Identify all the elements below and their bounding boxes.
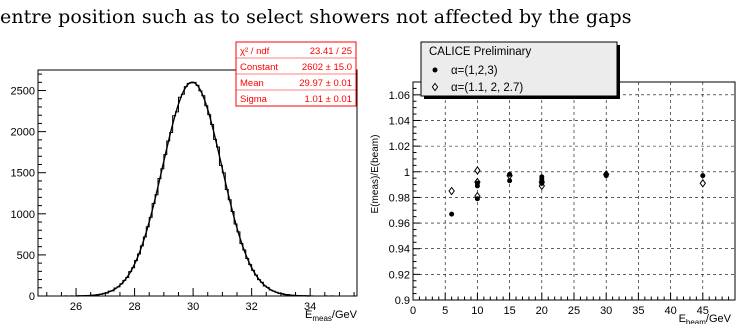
plot-frame [37, 69, 358, 297]
y-tick-label: 500 [17, 250, 35, 262]
caption-text-line: entre position such as to select showers… [0, 6, 632, 28]
x-tick-label: 25 [568, 305, 580, 317]
x-tick-label: 28 [128, 301, 140, 313]
data-point-filled-circle [507, 171, 513, 177]
stats-value: 23.41 / 25 [310, 46, 352, 57]
x-tick-label: 34 [304, 301, 316, 313]
stats-label: Constant [240, 62, 278, 73]
legend-box [420, 41, 618, 97]
y-tick-label: 0.96 [389, 218, 410, 230]
x-tick-label: 26 [70, 301, 82, 313]
y-tick-label: 2000 [11, 127, 35, 139]
histogram-chart: 26 28 30 32 34 0 500 1000 1500 2000 2500 χ² / ndf 23… [11, 41, 358, 323]
stats-value: 2602 ± 15.0 [302, 62, 352, 73]
data-point-filled-circle [507, 178, 513, 184]
x-tick-label: 20 [536, 305, 548, 317]
x-tick-label: 5 [442, 305, 448, 317]
x-tick-label: 10 [471, 305, 483, 317]
y-tick-label: 1 [404, 167, 410, 179]
y-tick-label: 0.92 [389, 269, 410, 281]
data-point-open-diamond [474, 166, 481, 175]
data-point-filled-circle [474, 196, 480, 202]
legend-marker-filled-circle [432, 67, 438, 73]
data-point-filled-circle [539, 174, 545, 180]
x-tick-label: 32 [246, 301, 258, 313]
y-tick-label: 1000 [11, 209, 35, 221]
x-tick-label: 15 [503, 305, 515, 317]
data-point-filled-circle [700, 173, 706, 179]
y-axis-label: E(meas)/E(beam) [370, 135, 381, 214]
y-tick-label: 1500 [11, 168, 35, 180]
y-tick-label: 1.04 [389, 115, 410, 127]
ratio-scatter-chart: 0 5 10 15 20 25 30 35 40 45 0.9 0.92 0.94 0.96 0.98 1 1.… [370, 41, 736, 324]
y-tick-label: 1.06 [389, 90, 410, 102]
gaussian-fit-curve [76, 81, 311, 297]
x-axis-label: Emeas/GeV [305, 309, 358, 323]
data-point-filled-circle [539, 180, 545, 186]
data-point-filled-circle [603, 171, 609, 177]
x-axis-label: Ebeam/GeV [679, 313, 732, 324]
histogram-steps [38, 81, 357, 297]
legend-entry-label: α=(1.1, 2, 2.7) [451, 82, 523, 94]
data-point-open-diamond [699, 178, 707, 188]
data-point-filled-circle [449, 211, 455, 217]
y-tick-label: 2500 [11, 86, 35, 98]
x-tick-label: 35 [632, 305, 644, 317]
stats-value: 1.01 ± 0.01 [305, 94, 352, 105]
y-tick-label: 0.94 [389, 244, 410, 256]
legend-title: CALICE Preliminary [429, 46, 531, 58]
stats-value: 29.97 ± 0.01 [299, 78, 352, 89]
x-tick-label: 30 [600, 305, 612, 317]
stats-label: χ² / ndf [240, 46, 270, 57]
data-point-filled-circle [474, 180, 480, 186]
stats-label: Mean [240, 78, 264, 89]
y-tick-label: 0.98 [389, 192, 410, 204]
legend-marker-open-diamond [431, 82, 439, 92]
x-tick-label: 0 [410, 305, 416, 317]
y-tick-label: 1.02 [389, 141, 410, 153]
y-tick-label: 0.9 [395, 295, 410, 307]
x-tick-label: 45 [697, 305, 709, 317]
x-tick-label: 30 [187, 301, 199, 313]
legend-entry-label: α=(1,2,3) [451, 65, 498, 77]
data-point-open-diamond [448, 186, 455, 196]
y-tick-label: 0 [29, 291, 35, 303]
stats-label: Sigma [240, 94, 268, 105]
x-tick-label: 40 [664, 305, 676, 317]
